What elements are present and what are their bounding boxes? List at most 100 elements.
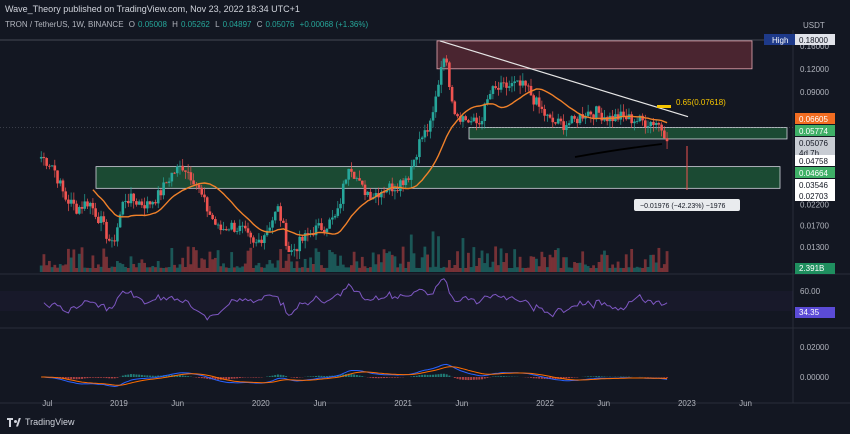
candle xyxy=(132,193,136,202)
macd-histogram-bar xyxy=(478,377,481,380)
price-label: 0.02703 xyxy=(799,192,828,201)
candle xyxy=(69,199,73,204)
candle xyxy=(102,216,106,222)
volume-bar xyxy=(328,249,332,272)
volume-bar xyxy=(665,251,669,272)
price-label-box xyxy=(795,179,835,190)
volume-bar xyxy=(271,263,274,272)
macd-histogram-bar xyxy=(70,377,73,380)
price-label: 0.04758 xyxy=(799,157,828,166)
volume-bar xyxy=(284,260,288,272)
macd-tick-label: 0.02000 xyxy=(800,343,829,352)
candle xyxy=(314,225,318,236)
volume-bar xyxy=(505,253,508,272)
support-zone xyxy=(95,166,781,189)
macd-histogram-bar xyxy=(543,377,546,380)
price-label-box xyxy=(795,125,835,136)
macd-histogram-bar xyxy=(421,374,424,377)
macd-histogram-bar xyxy=(415,375,418,377)
candle xyxy=(154,202,157,204)
candle xyxy=(116,227,119,242)
candle xyxy=(418,139,421,158)
candle xyxy=(374,193,378,198)
macd-histogram-bar xyxy=(157,375,160,377)
volume-bar xyxy=(336,265,340,272)
volume-bar xyxy=(88,267,92,272)
candle xyxy=(61,180,65,192)
candle xyxy=(344,179,348,184)
volume-bar xyxy=(58,264,62,272)
symbol-title: TRON / TetherUS, 1W, BINANCE xyxy=(5,20,124,29)
high-label-box xyxy=(764,34,795,45)
candle xyxy=(268,227,272,231)
volume-bar xyxy=(532,256,536,272)
candle xyxy=(562,121,565,131)
candle xyxy=(358,178,361,181)
volume-bar xyxy=(442,266,446,272)
macd-histogram-bar xyxy=(198,377,201,378)
volume-bar xyxy=(227,267,231,272)
volume-bar xyxy=(80,247,84,272)
ohlc-close-value: 0.05076 xyxy=(265,20,295,29)
macd-histogram-bar xyxy=(227,377,230,380)
volume-bar xyxy=(545,267,549,272)
candle xyxy=(339,203,342,209)
macd-histogram-bar xyxy=(336,375,339,377)
volume-bar xyxy=(649,254,653,272)
macd-histogram-bar xyxy=(100,377,103,378)
volume-bar xyxy=(453,264,457,272)
volume-bar xyxy=(488,267,492,272)
volume-bar xyxy=(434,266,438,272)
rsi-value-box xyxy=(795,307,835,318)
volume-bar xyxy=(164,267,168,272)
volume-bar xyxy=(630,248,634,272)
macd-histogram-bar xyxy=(589,376,592,377)
volume-bar xyxy=(140,259,144,272)
volume-bar xyxy=(529,256,533,272)
candle xyxy=(570,116,574,124)
volume-bar xyxy=(480,250,484,272)
candle xyxy=(537,97,541,107)
candle xyxy=(48,165,51,167)
macd-histogram-bar xyxy=(377,377,380,379)
volume-bar xyxy=(407,261,410,272)
volume-bar xyxy=(124,266,127,272)
volume-bar xyxy=(341,264,345,272)
volume-bar xyxy=(464,267,468,272)
volume-bar xyxy=(467,252,470,272)
volume-bar xyxy=(382,249,386,272)
candle xyxy=(635,121,639,122)
candle xyxy=(649,121,653,127)
candle xyxy=(464,116,467,121)
macd-histogram-bar xyxy=(339,375,342,377)
candle xyxy=(45,158,48,166)
candle xyxy=(94,208,97,217)
candle xyxy=(301,236,304,241)
macd-histogram-bar xyxy=(442,373,445,377)
volume-bar xyxy=(350,265,353,272)
candle xyxy=(235,231,239,232)
macd-histogram-bar xyxy=(470,377,473,381)
volume-bar xyxy=(317,251,321,272)
macd-histogram-bar xyxy=(592,376,595,377)
macd-histogram-bar xyxy=(418,375,421,377)
macd-histogram-bar xyxy=(102,377,105,378)
macd-histogram-bar xyxy=(461,377,464,380)
candle xyxy=(439,66,443,85)
volume-bar xyxy=(333,254,337,272)
macd-histogram-bar xyxy=(380,377,383,379)
macd-histogram-bar xyxy=(255,377,258,378)
volume-bar xyxy=(450,267,454,272)
volume-bar xyxy=(205,267,209,272)
candle xyxy=(306,233,310,235)
macd-histogram-bar xyxy=(75,377,78,380)
macd-histogram-bar xyxy=(113,377,116,379)
candle xyxy=(622,111,625,117)
fib-marker xyxy=(657,105,671,108)
volume-bar xyxy=(47,260,51,272)
macd-histogram-bar xyxy=(412,376,415,377)
volume-bar xyxy=(573,262,576,272)
macd-histogram-bar xyxy=(554,377,557,380)
candle xyxy=(363,184,367,196)
